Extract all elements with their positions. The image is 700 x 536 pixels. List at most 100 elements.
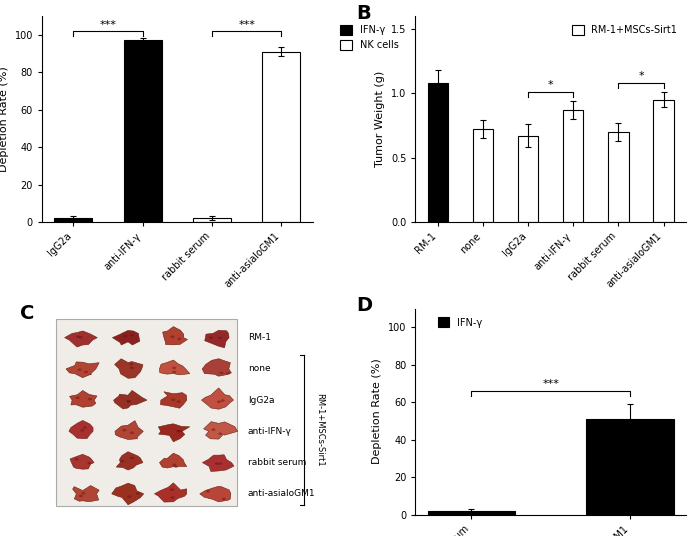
Ellipse shape <box>177 338 181 340</box>
Polygon shape <box>204 422 237 439</box>
Ellipse shape <box>81 492 85 494</box>
Polygon shape <box>113 330 140 345</box>
Text: ***: *** <box>99 19 116 29</box>
Polygon shape <box>160 453 187 468</box>
Ellipse shape <box>222 498 226 500</box>
Ellipse shape <box>220 399 225 401</box>
Polygon shape <box>112 483 144 505</box>
Bar <box>262 51 300 222</box>
Ellipse shape <box>122 429 127 431</box>
Ellipse shape <box>218 463 223 465</box>
Bar <box>587 419 673 515</box>
Ellipse shape <box>172 371 176 373</box>
Polygon shape <box>160 392 187 408</box>
Ellipse shape <box>83 426 87 429</box>
Y-axis label: Tumor Weight (g): Tumor Weight (g) <box>375 71 386 167</box>
Polygon shape <box>115 359 143 378</box>
Text: anti-IFN-γ: anti-IFN-γ <box>248 427 291 436</box>
Polygon shape <box>69 391 97 407</box>
Ellipse shape <box>209 337 213 339</box>
Polygon shape <box>113 390 147 409</box>
Polygon shape <box>73 486 99 502</box>
Ellipse shape <box>170 336 174 338</box>
Ellipse shape <box>170 488 174 491</box>
Polygon shape <box>66 362 99 378</box>
Ellipse shape <box>217 400 221 403</box>
Text: RM-1: RM-1 <box>248 333 271 342</box>
Polygon shape <box>202 455 234 472</box>
Polygon shape <box>158 424 190 442</box>
Ellipse shape <box>172 399 175 401</box>
Ellipse shape <box>218 337 222 339</box>
Ellipse shape <box>215 463 218 465</box>
Ellipse shape <box>78 336 83 339</box>
Bar <box>124 40 162 222</box>
Ellipse shape <box>88 462 92 464</box>
Ellipse shape <box>120 460 125 463</box>
Y-axis label: Depletion Rate (%): Depletion Rate (%) <box>372 359 382 464</box>
Ellipse shape <box>80 429 84 431</box>
Polygon shape <box>160 360 190 375</box>
Bar <box>428 511 515 515</box>
Ellipse shape <box>74 458 78 460</box>
Ellipse shape <box>123 335 127 337</box>
Ellipse shape <box>220 371 223 374</box>
Text: C: C <box>20 304 35 323</box>
Text: rabbit serum: rabbit serum <box>248 458 306 467</box>
Ellipse shape <box>79 495 83 497</box>
Text: anti-asialoGM1: anti-asialoGM1 <box>248 489 315 498</box>
Polygon shape <box>64 331 97 347</box>
Ellipse shape <box>130 431 134 434</box>
Text: *: * <box>548 80 554 91</box>
Ellipse shape <box>84 371 88 373</box>
Legend: IFN-γ, NK cells: IFN-γ, NK cells <box>336 21 402 54</box>
Ellipse shape <box>226 372 230 375</box>
Polygon shape <box>155 483 187 502</box>
Ellipse shape <box>78 368 82 371</box>
Ellipse shape <box>174 465 178 468</box>
Text: B: B <box>356 4 370 23</box>
Polygon shape <box>69 420 93 438</box>
Bar <box>653 100 673 222</box>
Bar <box>518 136 538 222</box>
Bar <box>193 218 231 222</box>
Legend: IFN-γ: IFN-γ <box>434 314 486 331</box>
Polygon shape <box>162 326 188 345</box>
Ellipse shape <box>172 367 176 369</box>
Polygon shape <box>70 455 94 469</box>
Bar <box>428 83 448 222</box>
Bar <box>473 129 494 222</box>
Polygon shape <box>115 421 144 440</box>
Bar <box>563 110 583 222</box>
Ellipse shape <box>126 400 130 403</box>
Bar <box>608 132 629 222</box>
Polygon shape <box>199 486 231 502</box>
Polygon shape <box>202 388 234 409</box>
Text: RM-1+MSCs-Sirt1: RM-1+MSCs-Sirt1 <box>315 393 324 467</box>
Polygon shape <box>116 452 143 470</box>
Ellipse shape <box>170 496 174 499</box>
Ellipse shape <box>88 398 92 400</box>
Ellipse shape <box>211 428 216 431</box>
Text: none: none <box>248 364 270 374</box>
Ellipse shape <box>76 397 80 399</box>
Ellipse shape <box>130 367 134 369</box>
Polygon shape <box>202 359 232 376</box>
Text: ***: *** <box>238 19 255 29</box>
Ellipse shape <box>176 400 181 403</box>
Text: D: D <box>356 296 372 315</box>
Bar <box>55 218 92 222</box>
Ellipse shape <box>172 464 176 466</box>
Ellipse shape <box>136 492 140 495</box>
Ellipse shape <box>176 430 180 433</box>
Ellipse shape <box>130 334 134 337</box>
Ellipse shape <box>206 490 210 493</box>
Polygon shape <box>204 330 229 348</box>
Ellipse shape <box>178 430 182 433</box>
Ellipse shape <box>127 400 131 403</box>
Text: ***: *** <box>542 379 559 390</box>
Ellipse shape <box>127 495 131 498</box>
Ellipse shape <box>130 363 134 366</box>
Y-axis label: Depletion Rate (%): Depletion Rate (%) <box>0 66 9 172</box>
Ellipse shape <box>130 457 134 459</box>
